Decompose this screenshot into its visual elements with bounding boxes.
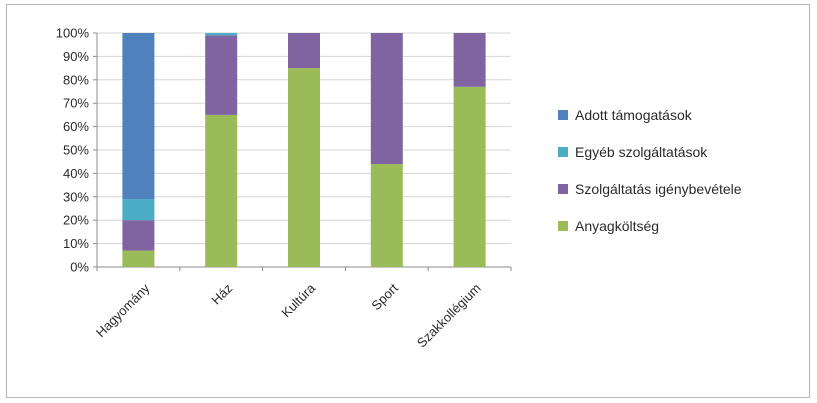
legend-swatch <box>558 147 568 157</box>
bar-segment <box>122 33 155 200</box>
bar-segment <box>288 33 320 69</box>
bar-segment <box>122 199 155 221</box>
x-tick-label: Sport <box>368 280 401 313</box>
y-tick-label: 40% <box>63 166 89 181</box>
legend-label: Adott támogatások <box>575 107 693 123</box>
y-tick-label: 60% <box>63 119 89 134</box>
legend-label: Szolgáltatás igénybevétele <box>575 181 742 197</box>
bar-segment <box>122 250 155 267</box>
bar-segment <box>205 114 238 268</box>
y-tick-label: 90% <box>63 49 89 64</box>
legend-swatch <box>558 221 568 231</box>
y-tick-label: 30% <box>63 189 89 204</box>
legend-label: Egyéb szolgáltatások <box>575 144 708 160</box>
y-tick-label: 70% <box>63 96 89 111</box>
bar-segment <box>205 33 238 36</box>
bar-segment <box>453 33 486 87</box>
y-tick-label: 0% <box>70 260 89 275</box>
bar-segment <box>122 220 155 251</box>
x-tick-label: Ház <box>208 281 235 308</box>
bar-segment <box>370 33 403 165</box>
bar-segment <box>205 35 238 115</box>
legend-label: Anyagköltség <box>575 218 659 234</box>
bar-segment <box>370 164 403 267</box>
bar-segment <box>288 68 320 267</box>
y-tick-label: 20% <box>63 213 89 228</box>
x-tick-label: Szakkollégium <box>414 281 484 351</box>
y-tick-label: 50% <box>63 143 89 158</box>
y-tick-label: 100% <box>56 26 90 41</box>
legend-swatch <box>558 110 568 120</box>
y-tick-label: 10% <box>63 236 89 251</box>
legend-swatch <box>558 184 568 194</box>
bar-segment <box>453 86 486 267</box>
x-tick-label: Hagyomány <box>93 280 153 340</box>
y-tick-label: 80% <box>63 72 89 87</box>
x-tick-label: Kultúra <box>278 280 318 320</box>
